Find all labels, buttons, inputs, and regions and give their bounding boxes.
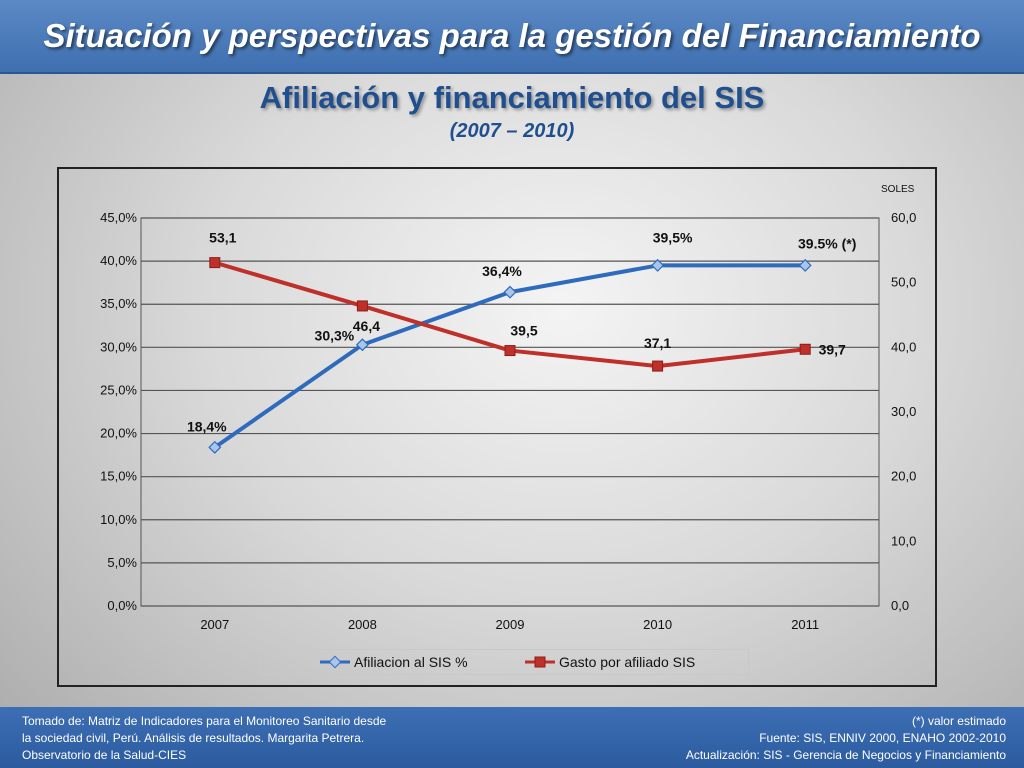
y-left-tick-label: 10,0% xyxy=(100,512,137,527)
data-point-gasto xyxy=(504,345,516,357)
data-label-gasto: 46,4 xyxy=(353,318,380,334)
slide-title: Situación y perspectivas para la gestión… xyxy=(43,17,981,54)
legend-item-afiliacion: Afiliacion al SIS % xyxy=(320,654,468,670)
data-label-afiliacion: 18,4% xyxy=(187,418,227,434)
y-left-tick-label: 35,0% xyxy=(100,296,137,311)
y-left-tick-label: 5,0% xyxy=(107,555,137,570)
y-right-tick-label: 10,0 xyxy=(891,533,916,548)
footer-right-line-3: Actualización: SIS - Gerencia de Negocio… xyxy=(685,748,1006,762)
y-right-axis-label: SOLES xyxy=(881,184,915,195)
footer-right-line-1: (*) valor estimado xyxy=(911,714,1006,728)
y-left-tick-label: 15,0% xyxy=(100,469,137,484)
x-tick-label: 2008 xyxy=(348,617,377,632)
data-label-gasto: 39,5 xyxy=(510,323,537,339)
data-point-afiliacion xyxy=(355,338,369,352)
y-left-tick-label: 20,0% xyxy=(100,426,137,441)
footer-source-right: (*) valor estimado Fuente: SIS, ENNIV 20… xyxy=(686,713,1006,764)
footer-left-line-3: Observatorio de la Salud-CIES xyxy=(22,748,187,762)
data-point-gasto xyxy=(209,257,221,269)
data-label-afiliacion: 39.5% (*) xyxy=(798,235,856,251)
data-point-afiliacion xyxy=(651,258,665,272)
data-point-gasto xyxy=(356,300,368,312)
data-label-afiliacion: 36,4% xyxy=(482,263,522,279)
legend-marker-red-icon xyxy=(525,656,555,668)
data-label-gasto: 53,1 xyxy=(209,230,236,246)
footer-source-left: Tomado de: Matriz de Indicadores para el… xyxy=(22,713,386,764)
y-right-tick-label: 50,0 xyxy=(891,275,916,290)
y-right-tick-label: 0,0 xyxy=(891,598,909,613)
data-point-gasto xyxy=(799,343,811,355)
chart-container: 0,0% 5,0% 10,0% 15,0% 20,0% 25,0% 30,0% 35,0% 40… xyxy=(57,167,937,687)
chart-subtitle: Afiliación y financiamiento del SIS xyxy=(259,80,765,115)
y-left-tick-label: 30,0% xyxy=(100,339,137,354)
y-right-tick-label: 30,0 xyxy=(891,404,916,419)
x-tick-label: 2011 xyxy=(791,617,819,632)
y-left-tick-label: 25,0% xyxy=(100,382,137,397)
data-point-afiliacion xyxy=(503,285,517,299)
y-left-tick-label: 40,0% xyxy=(100,253,137,268)
x-tick-label: 2010 xyxy=(643,617,672,632)
line-chart: 0,0% 5,0% 10,0% 15,0% 20,0% 25,0% 30,0% 35,0% 40… xyxy=(100,184,916,632)
title-bar: Situación y perspectivas para la gestión… xyxy=(0,0,1024,74)
footer-bar: Tomado de: Matriz de Indicadores para el… xyxy=(0,707,1024,768)
legend-item-gasto: Gasto por afiliado SIS xyxy=(525,654,695,670)
chart-legend: Afiliacion al SIS % Gasto por afiliado S… xyxy=(259,649,749,675)
legend-label-gasto: Gasto por afiliado SIS xyxy=(559,654,696,670)
y-left-tick-label: 45,0% xyxy=(100,210,137,225)
y-left-tick-label: 0,0% xyxy=(107,598,137,613)
x-tick-label: 2007 xyxy=(200,617,229,632)
chart-period: (2007 – 2010) xyxy=(449,120,575,142)
y-right-tick-label: 40,0 xyxy=(891,339,916,354)
footer-right-line-2: Fuente: SIS, ENNIV 2000, ENAHO 2002-2010 xyxy=(759,731,1006,745)
data-label-afiliacion: 30,3% xyxy=(315,328,355,344)
data-point-gasto xyxy=(652,360,664,372)
data-label-afiliacion: 39,5% xyxy=(653,229,693,245)
legend-label-afiliacion: Afiliacion al SIS % xyxy=(354,654,468,670)
x-tick-label: 2009 xyxy=(496,617,525,632)
data-point-afiliacion xyxy=(798,258,812,272)
footer-left-line-2: la sociedad civil, Perú. Análisis de res… xyxy=(22,731,365,745)
data-point-afiliacion xyxy=(208,440,222,454)
y-right-tick-label: 20,0 xyxy=(891,469,916,484)
footer-left-line-1: Tomado de: Matriz de Indicadores para el… xyxy=(22,714,387,728)
y-right-tick-label: 60,0 xyxy=(891,210,916,225)
data-label-gasto: 39,7 xyxy=(819,341,846,357)
legend-marker-blue-icon xyxy=(320,655,350,669)
data-label-gasto: 37,1 xyxy=(644,335,671,351)
